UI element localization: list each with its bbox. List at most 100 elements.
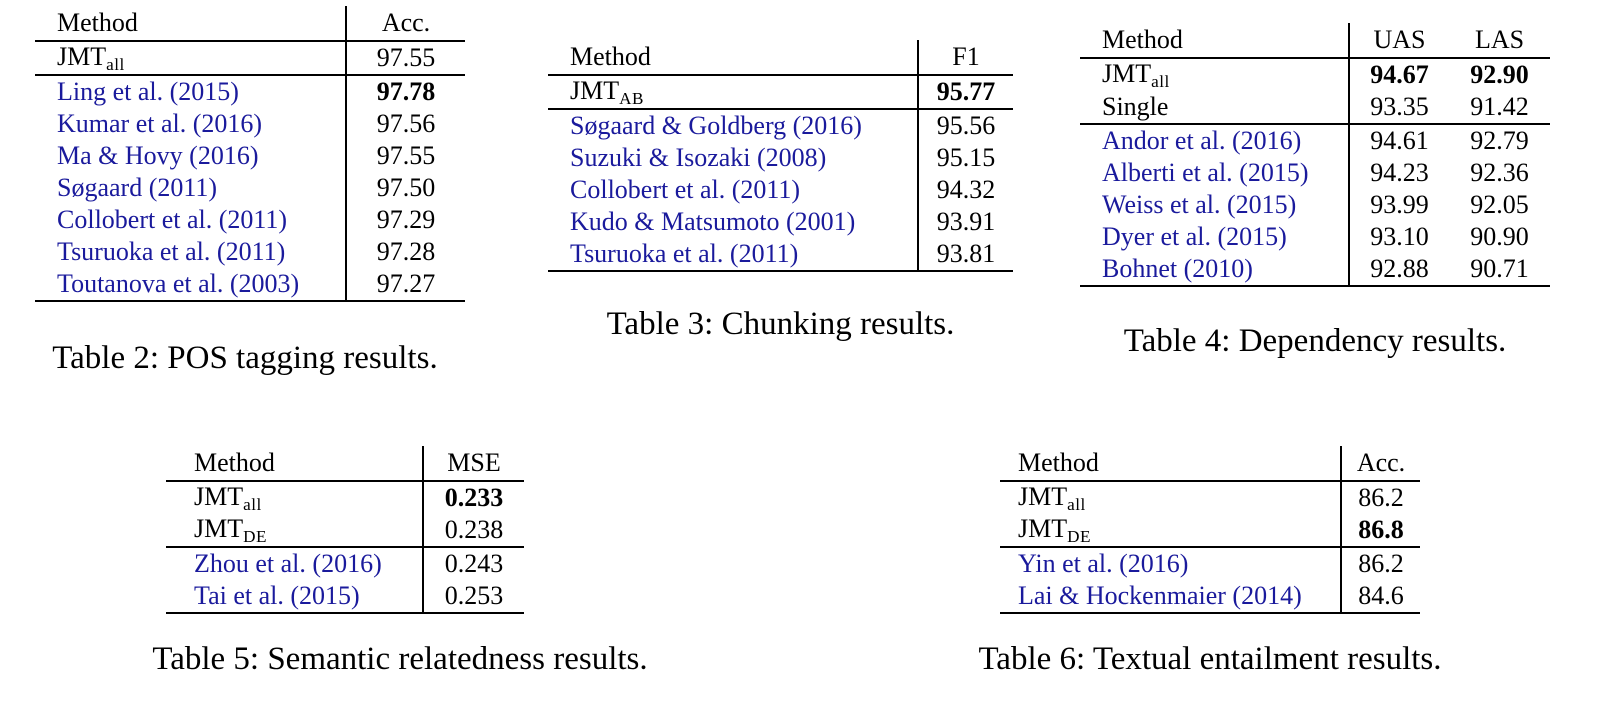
table-row: Suzuki & Isozaki (2008) 95.15 — [548, 142, 1013, 174]
horizontal-rule — [166, 480, 524, 482]
citation-link[interactable]: Yin et al. (2016) — [1018, 549, 1189, 578]
horizontal-rule — [35, 300, 465, 302]
model-subscript: AB — [619, 88, 644, 108]
pos-tagging-table: Method Acc. JMTall 97.55 Ling et al. (20… — [35, 6, 465, 302]
horizontal-rule — [1000, 612, 1420, 614]
score-cell: 93.91 — [917, 206, 1013, 238]
column-header-acc: Acc. — [345, 6, 465, 40]
table-row: JMTDE 0.238 — [166, 514, 524, 546]
method-cell: Zhou et al. (2016) — [166, 548, 422, 580]
method-cell: JMTall — [35, 42, 345, 74]
method-cell: Suzuki & Isozaki (2008) — [548, 142, 917, 174]
citation-link[interactable]: Bohnet (2010) — [1102, 254, 1253, 283]
textual-entailment-table: Method Acc. JMTall 86.2 JMTDE 86.8 Yin e… — [1000, 446, 1420, 614]
model-subscript: all — [106, 54, 125, 74]
score-cell: 97.28 — [345, 236, 465, 268]
semantic-relatedness-table: Method MSE JMTall 0.233 JMTDE 0.238 Zhou… — [166, 446, 524, 614]
citation-link[interactable]: Zhou et al. (2016) — [194, 549, 382, 578]
citation-link[interactable]: Andor et al. (2016) — [1102, 126, 1302, 155]
table-row: Weiss et al. (2015) 93.99 92.05 — [1080, 189, 1550, 221]
table-row: JMTall 0.233 — [166, 482, 524, 514]
citation-link[interactable]: Tsuruoka et al. (2011) — [570, 239, 799, 268]
citation-link[interactable]: Dyer et al. (2015) — [1102, 222, 1287, 251]
score-cell: 94.32 — [917, 174, 1013, 206]
column-header-method: Method — [1018, 448, 1099, 477]
las-cell: 92.90 — [1470, 60, 1529, 89]
model-name: JMTall — [194, 481, 262, 514]
method-cell: JMTall — [1080, 59, 1348, 91]
table-row: Bohnet (2010) 92.88 90.71 — [1080, 253, 1550, 285]
table-row: Ma & Hovy (2016) 97.55 — [35, 140, 465, 172]
table-header-row: Method F1 — [548, 40, 1013, 74]
citation-link[interactable]: Søgaard & Goldberg (2016) — [570, 111, 862, 140]
horizontal-rule — [548, 74, 1013, 76]
table-row: Tsuruoka et al. (2011) 93.81 — [548, 238, 1013, 270]
score-cell: 0.243 — [422, 548, 524, 580]
method-cell: JMTAB — [548, 76, 917, 108]
score-cell: 86.8 — [1340, 514, 1420, 546]
dependency-table: Method UAS LAS JMTall 94.67 92.90 Single… — [1080, 23, 1550, 287]
horizontal-rule — [35, 74, 465, 76]
method-cell: Tai et al. (2015) — [166, 580, 422, 612]
table-caption: Table 2: POS tagging results. — [52, 340, 438, 376]
method-cell: Toutanova et al. (2003) — [35, 268, 345, 300]
citation-link[interactable]: Weiss et al. (2015) — [1102, 190, 1297, 219]
score-cell: 97.29 — [345, 204, 465, 236]
citation-link[interactable]: Collobert et al. (2011) — [570, 175, 801, 204]
citation-link[interactable]: Kumar et al. (2016) — [57, 109, 263, 138]
table-row: JMTall 94.67 92.90 — [1080, 59, 1550, 91]
table-row: JMTall 86.2 — [1000, 482, 1420, 514]
citation-link[interactable]: Ma & Hovy (2016) — [57, 141, 259, 170]
column-header-method: Method — [1102, 25, 1183, 54]
model-name: JMTAB — [570, 75, 644, 108]
table-row: Søgaard (2011) 97.50 — [35, 172, 465, 204]
horizontal-rule — [166, 546, 524, 548]
citation-link[interactable]: Suzuki & Isozaki (2008) — [570, 143, 827, 172]
method-cell: Yin et al. (2016) — [1000, 548, 1340, 580]
uas-cell: 94.23 — [1348, 157, 1449, 189]
model-name: JMTDE — [1018, 513, 1091, 546]
column-header-mse: MSE — [422, 446, 524, 480]
table-row: Dyer et al. (2015) 93.10 90.90 — [1080, 221, 1550, 253]
column-header-uas: UAS — [1348, 23, 1449, 57]
model-name: JMTall — [57, 41, 125, 74]
las-cell: 92.79 — [1470, 126, 1529, 155]
method-cell: JMTDE — [166, 514, 422, 546]
method-cell: Ling et al. (2015) — [35, 76, 345, 108]
table-row: Single 93.35 91.42 — [1080, 91, 1550, 123]
table-caption: Table 4: Dependency results. — [1123, 323, 1507, 359]
method-cell: Tsuruoka et al. (2011) — [548, 238, 917, 270]
method-cell: JMTall — [166, 482, 422, 514]
table-row: Zhou et al. (2016) 0.243 — [166, 548, 524, 580]
citation-link[interactable]: Kudo & Matsumoto (2001) — [570, 207, 856, 236]
citation-link[interactable]: Toutanova et al. (2003) — [57, 269, 300, 298]
table-caption: Table 3: Chunking results. — [606, 306, 955, 342]
citation-link[interactable]: Ling et al. (2015) — [57, 77, 239, 106]
column-header-method: Method — [194, 448, 275, 477]
citation-link[interactable]: Søgaard (2011) — [57, 173, 218, 202]
citation-link[interactable]: Tsuruoka et al. (2011) — [57, 237, 286, 266]
horizontal-rule — [1000, 480, 1420, 482]
las-cell: 92.36 — [1470, 158, 1529, 187]
model-subscript: DE — [1067, 526, 1091, 546]
score-cell: 86.2 — [1340, 548, 1420, 580]
method-cell: Tsuruoka et al. (2011) — [35, 236, 345, 268]
score-cell: 0.238 — [422, 514, 524, 546]
table-row: Andor et al. (2016) 94.61 92.79 — [1080, 125, 1550, 157]
las-cell: 90.71 — [1470, 254, 1529, 283]
uas-cell: 92.88 — [1348, 253, 1449, 285]
citation-link[interactable]: Alberti et al. (2015) — [1102, 158, 1309, 187]
score-cell: 93.81 — [917, 238, 1013, 270]
horizontal-rule — [1080, 285, 1550, 287]
horizontal-rule — [35, 40, 465, 42]
horizontal-rule — [1000, 546, 1420, 548]
score-cell: 95.56 — [917, 110, 1013, 142]
citation-link[interactable]: Lai & Hockenmaier (2014) — [1018, 581, 1302, 610]
table-row: Collobert et al. (2011) 94.32 — [548, 174, 1013, 206]
citation-link[interactable]: Tai et al. (2015) — [194, 581, 360, 610]
citation-link[interactable]: Collobert et al. (2011) — [57, 205, 288, 234]
model-subscript: DE — [243, 526, 267, 546]
table-row: Kudo & Matsumoto (2001) 93.91 — [548, 206, 1013, 238]
table-header-row: Method Acc. — [35, 6, 465, 40]
method-cell: Alberti et al. (2015) — [1080, 157, 1348, 189]
